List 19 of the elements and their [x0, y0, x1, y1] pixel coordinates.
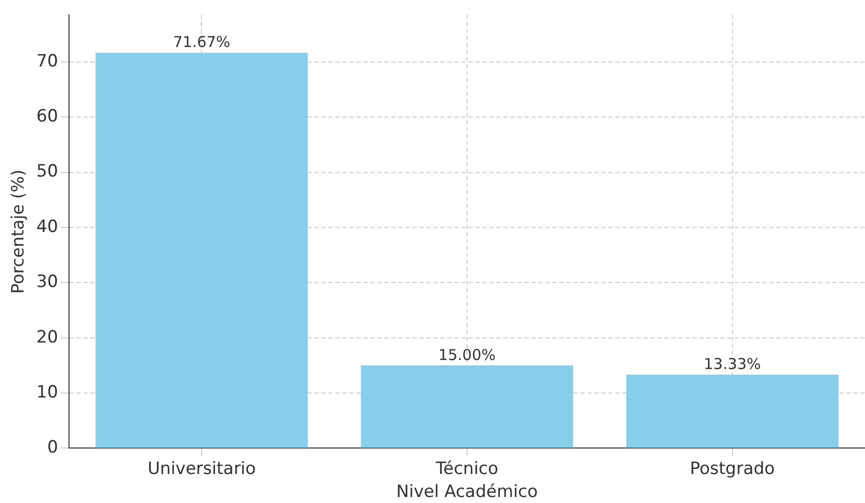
y-tick-label: 0 — [47, 438, 58, 458]
data-label: 15.00% — [438, 346, 496, 364]
y-tick-label: 10 — [36, 382, 58, 402]
data-label: 13.33% — [704, 355, 761, 374]
x-tick-label: Universitario — [148, 458, 256, 479]
y-tick-label: 30 — [36, 272, 58, 292]
x-tick-label: Postgrado — [690, 458, 775, 479]
bar — [360, 365, 574, 448]
bar — [626, 374, 838, 448]
y-tick-label: 20 — [36, 327, 58, 348]
y-tick-label: 40 — [36, 216, 58, 237]
y-axis-title: Porcentaje (%) — [8, 169, 29, 294]
y-tick-label: 60 — [36, 106, 58, 127]
x-axis-title: Nivel Académico — [396, 482, 538, 502]
y-tick-label: 50 — [36, 162, 58, 182]
data-label: 71.67% — [173, 33, 230, 52]
bar — [96, 52, 308, 448]
x-tick-label: Técnico — [434, 458, 498, 479]
y-tick-label: 70 — [36, 51, 58, 72]
